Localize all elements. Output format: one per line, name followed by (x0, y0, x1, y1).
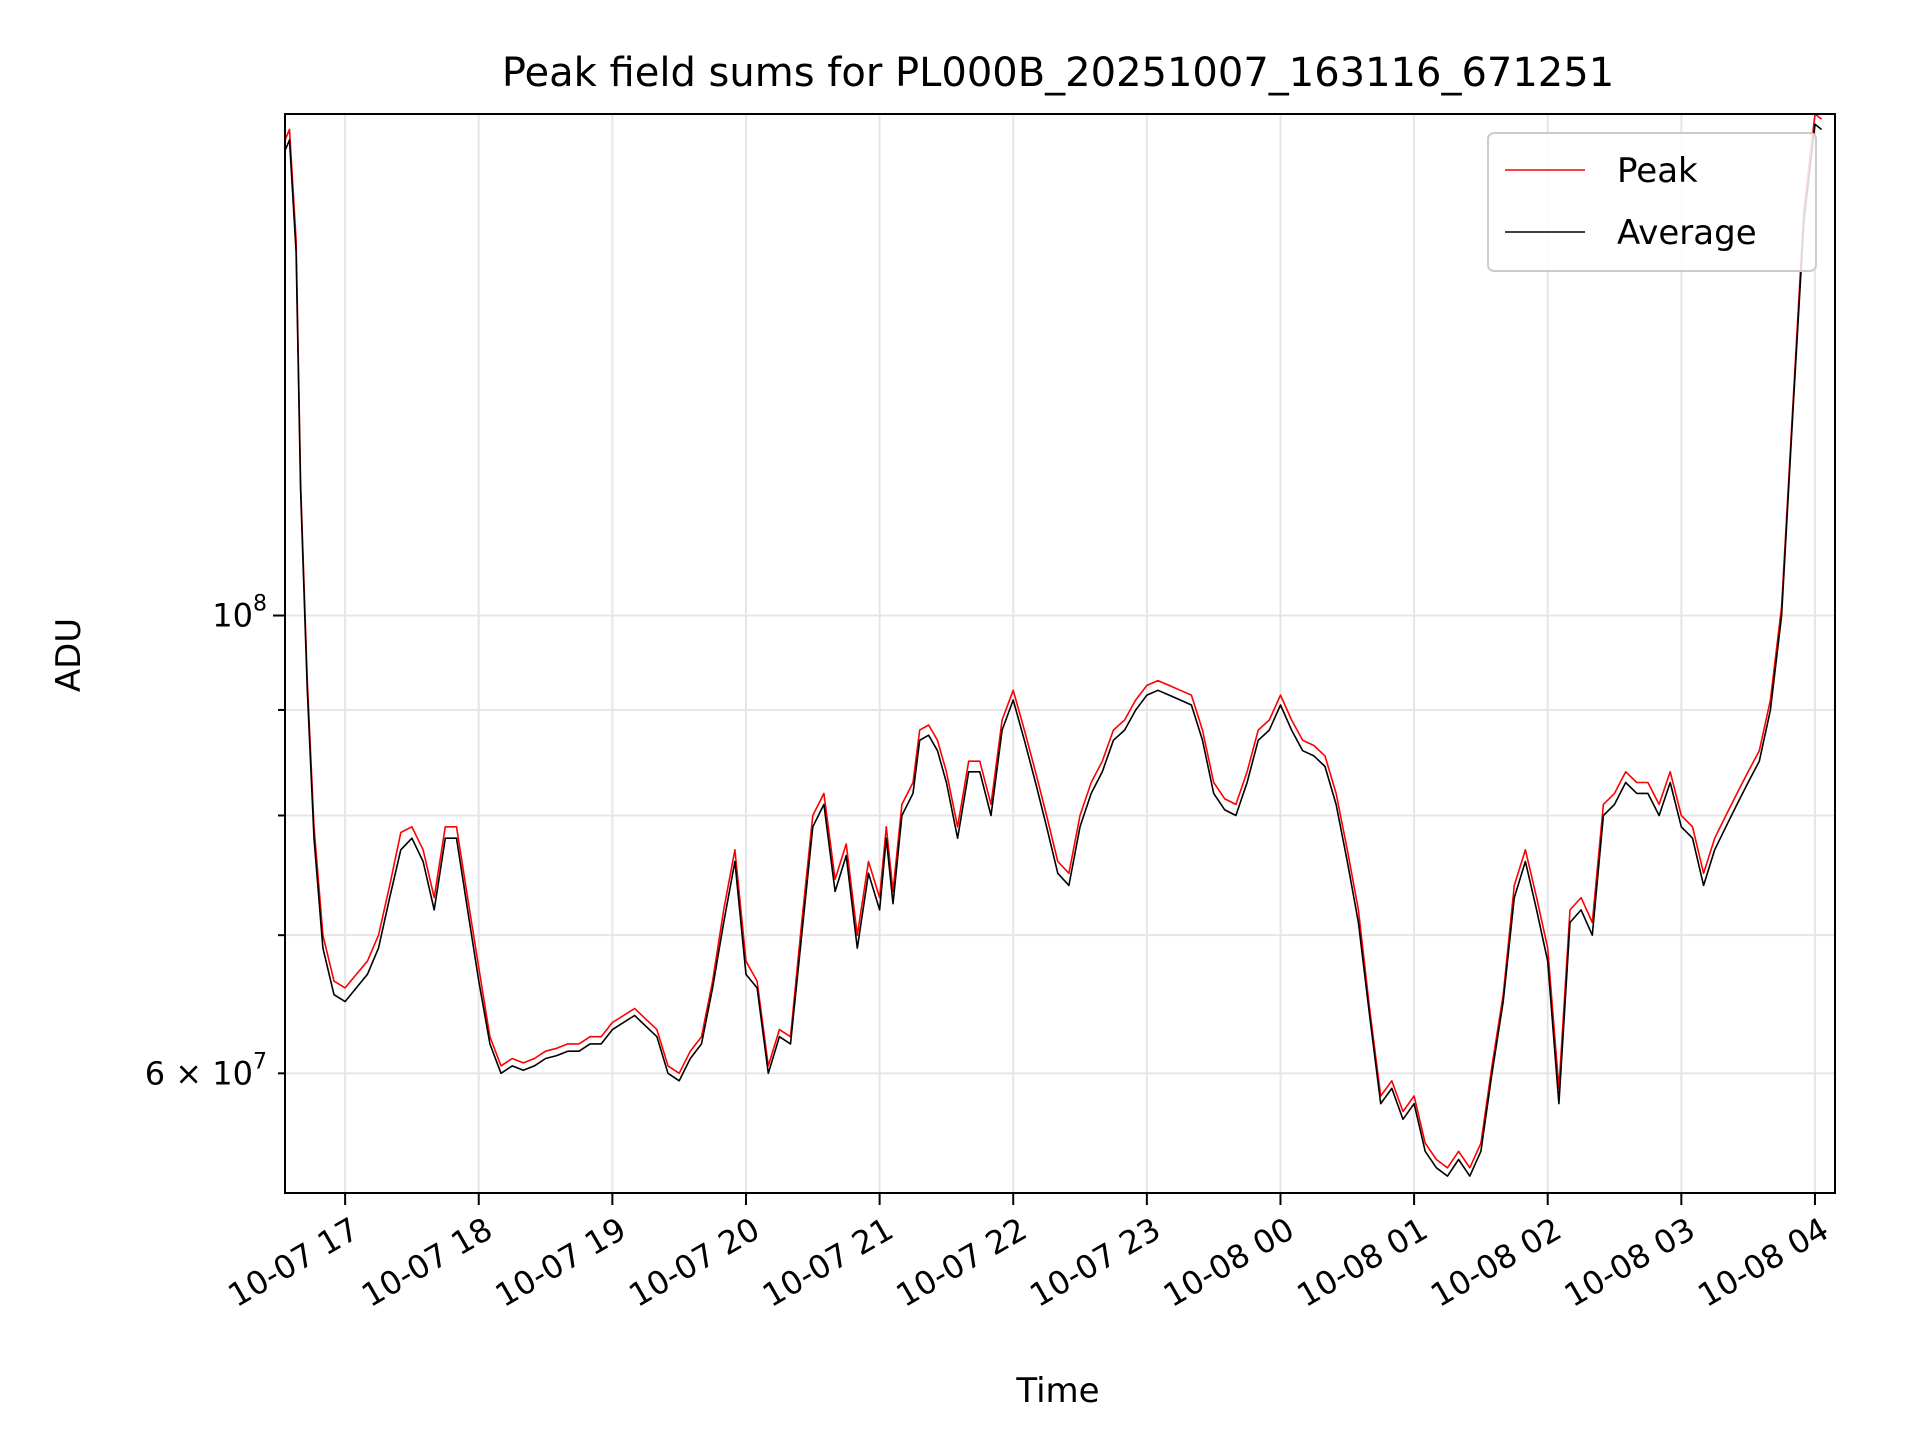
series-line-peak (284, 113, 1823, 1169)
y-axis: 108 6 × 107 (145, 592, 285, 1092)
legend: Peak Average (1487, 132, 1817, 272)
series-layer (284, 113, 1823, 1177)
legend-label-peak: Peak (1617, 151, 1698, 191)
grid (285, 114, 1835, 1193)
plot-frame (284, 113, 1836, 1194)
chart-title: Peak field sums for PL000B_20251007_1631… (502, 50, 1614, 96)
legend-box (1487, 132, 1817, 272)
y-axis-label: ADU (49, 618, 89, 692)
x-axis-label: Time (1015, 1371, 1099, 1411)
y-tick-label: 6 × 107 (145, 1049, 267, 1092)
legend-label-average: Average (1617, 213, 1757, 253)
y-tick-label: 108 (212, 592, 267, 635)
series-line-average (284, 123, 1823, 1177)
